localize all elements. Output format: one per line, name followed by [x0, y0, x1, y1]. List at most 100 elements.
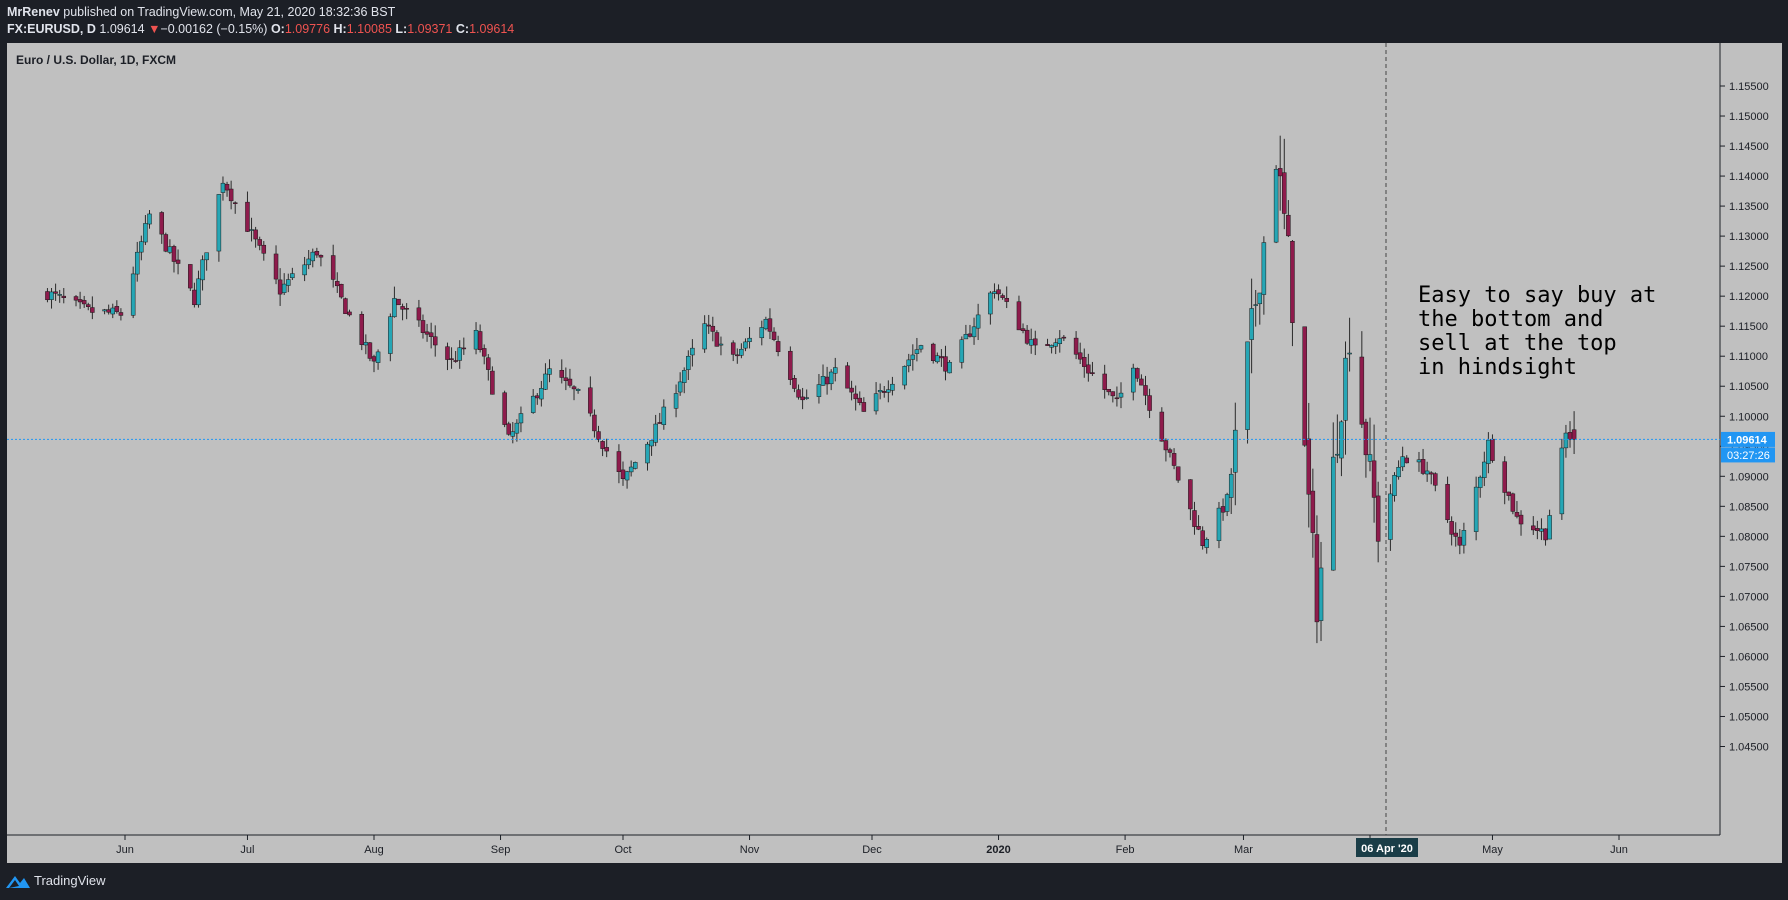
- bearish-candle: [1139, 378, 1144, 386]
- bullish-candle: [1367, 454, 1373, 462]
- price-tick-label: 1.15000: [1729, 111, 1769, 123]
- bullish-candle: [873, 393, 879, 412]
- bullish-candle: [1482, 461, 1487, 478]
- bullish-candle: [1228, 473, 1234, 498]
- bearish-candle: [445, 346, 450, 360]
- bearish-candle: [449, 358, 454, 360]
- candlestick-chart[interactable]: Euro / U.S. Dollar, 1D, FXCM 1.04500 1.05…: [0, 43, 1788, 863]
- bullish-candle: [134, 251, 140, 275]
- bearish-candle: [261, 244, 267, 254]
- annotation-text[interactable]: Easy to say buy at the bottom and sell a…: [1418, 283, 1656, 380]
- bearish-candle: [535, 395, 540, 399]
- bearish-candle: [1277, 168, 1283, 177]
- bearish-candle: [424, 331, 430, 335]
- bearish-candle: [1310, 490, 1316, 533]
- close-label: C:: [455, 22, 470, 36]
- bullish-candle: [196, 278, 201, 306]
- price-tick-label: 1.09000: [1729, 471, 1769, 483]
- bearish-candle: [1175, 466, 1181, 481]
- bullish-candle: [820, 376, 826, 386]
- bullish-candle: [886, 389, 891, 393]
- bullish-candle: [690, 347, 695, 356]
- price-tick-label: 1.13000: [1729, 231, 1769, 243]
- bearish-candle: [359, 313, 365, 345]
- bullish-candle: [653, 423, 658, 443]
- bullish-candle: [147, 213, 152, 225]
- bearish-candle: [967, 333, 973, 337]
- bullish-candle: [388, 316, 393, 354]
- bearish-candle: [775, 341, 781, 353]
- bearish-candle: [1290, 240, 1295, 323]
- bullish-candle: [902, 366, 907, 386]
- bearish-candle: [1535, 528, 1540, 531]
- bearish-candle: [277, 279, 283, 295]
- bearish-candle: [1102, 373, 1107, 390]
- bearish-candle: [188, 264, 193, 289]
- bearish-candle: [506, 423, 511, 435]
- bullish-candle: [1343, 357, 1348, 421]
- bearish-candle: [592, 414, 597, 432]
- price-tick-label: 1.12000: [1729, 291, 1769, 303]
- bullish-candle: [992, 291, 997, 294]
- bullish-candle: [833, 367, 838, 374]
- bullish-candle: [914, 349, 920, 354]
- bearish-candle: [330, 255, 336, 280]
- price-tick-label: 1.15500: [1729, 81, 1769, 93]
- bullish-candle: [1424, 470, 1430, 475]
- bullish-candle: [959, 339, 965, 363]
- bearish-candle: [245, 201, 250, 232]
- bullish-candle: [906, 359, 911, 367]
- bearish-candle: [77, 299, 83, 303]
- bullish-candle: [971, 326, 977, 338]
- bearish-candle: [1371, 460, 1377, 498]
- bearish-candle: [159, 212, 164, 235]
- bullish-candle: [963, 334, 969, 340]
- bullish-candle: [518, 413, 524, 424]
- bullish-candle: [632, 462, 638, 469]
- bullish-candle: [910, 354, 916, 360]
- bearish-candle: [114, 306, 120, 312]
- chart-header: MrRenev published on TradingView.com, Ma…: [0, 0, 1788, 43]
- bearish-candle: [1404, 457, 1409, 464]
- bullish-candle: [286, 279, 291, 286]
- bearish-candle: [1090, 372, 1095, 375]
- symbol-label[interactable]: FX:EURUSD, D: [7, 22, 96, 36]
- bearish-candle: [453, 360, 458, 362]
- bullish-candle: [686, 355, 691, 370]
- price-tick-label: 1.10500: [1729, 381, 1769, 393]
- tradingview-logo-icon[interactable]: [6, 873, 30, 889]
- time-tick-label: Dec: [862, 844, 882, 856]
- bearish-candle: [1363, 421, 1369, 456]
- bullish-candle: [747, 337, 752, 342]
- bearish-candle: [171, 246, 177, 262]
- tradingview-brand[interactable]: TradingView: [34, 873, 106, 888]
- bearish-candle: [1045, 344, 1050, 346]
- bullish-candle: [1224, 494, 1230, 512]
- time-tick-label: Feb: [1116, 844, 1135, 856]
- bearish-candle: [1514, 512, 1520, 517]
- bearish-candle: [788, 350, 793, 380]
- bearish-candle: [1086, 364, 1091, 374]
- bearish-candle: [1428, 472, 1434, 475]
- bearish-candle: [1531, 525, 1536, 531]
- bearish-candle: [861, 402, 867, 412]
- price-tick-label: 1.07500: [1729, 561, 1769, 573]
- bearish-candle: [367, 342, 373, 359]
- last-price-tag-label: 1.09614: [1727, 434, 1768, 446]
- bearish-candle: [1502, 461, 1507, 493]
- time-axis[interactable]: [7, 835, 1782, 863]
- author-name[interactable]: MrRenev: [7, 5, 60, 19]
- bullish-candle: [1233, 429, 1238, 473]
- bearish-candle: [400, 306, 405, 310]
- bearish-candle: [61, 295, 67, 298]
- bullish-candle: [102, 309, 107, 312]
- bearish-candle: [192, 289, 197, 306]
- countdown-tag-label: 03:27:26: [1727, 450, 1770, 462]
- bearish-candle: [710, 325, 716, 332]
- bullish-candle: [1331, 456, 1336, 571]
- bearish-candle: [604, 447, 609, 452]
- bullish-candle: [1477, 476, 1483, 488]
- time-tick-label: Nov: [740, 844, 760, 856]
- bullish-candle: [306, 258, 311, 266]
- bearish-candle: [1143, 385, 1148, 396]
